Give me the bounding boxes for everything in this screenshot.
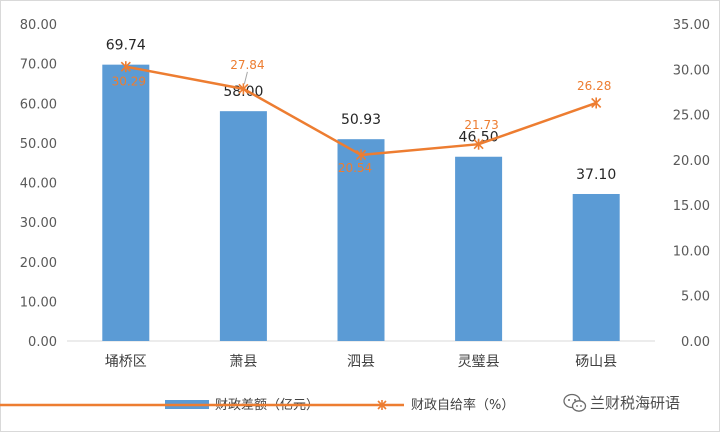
rate-data-label: 30.29 (112, 75, 146, 89)
line-data-labels: 30.29 27.84 20.54 21.73 26.28 (112, 58, 612, 175)
rate-data-label: 27.84 (230, 58, 264, 72)
y-left-tick-label: 40.00 (20, 177, 57, 192)
bar (337, 139, 385, 341)
y-right-tick-label: 20.00 (673, 154, 710, 169)
rate-point (238, 83, 249, 95)
wechat-icon (563, 393, 587, 412)
y-right-tick-label: 30.00 (673, 63, 710, 78)
y-left-tick-label: 50.00 (20, 137, 57, 152)
rate-point (120, 61, 131, 73)
rate-data-label: 21.73 (464, 118, 498, 132)
y-right-tick-label: 5.00 (681, 290, 710, 305)
bar-data-label: 37.10 (576, 167, 616, 183)
leader-line (243, 71, 248, 84)
rate-point (355, 149, 367, 161)
y-left-tick-label: 70.00 (20, 58, 57, 73)
y-left-tick-label: 20.00 (20, 256, 57, 271)
y-right-tick-label: 25.00 (673, 109, 710, 124)
legend-line-label: 财政自给率（%） (411, 397, 514, 413)
rate-point (591, 97, 602, 109)
bar-data-label: 50.93 (341, 112, 381, 128)
bar (455, 156, 503, 341)
x-category-label: 萧县 (229, 354, 257, 370)
bar-data-label: 69.74 (106, 38, 146, 54)
y-left-tick-label: 0.00 (28, 335, 57, 350)
axes-layer: 0.00 10.00 20.00 30.00 40.00 50.00 60.00 70.00 8… (20, 18, 710, 370)
bar (219, 111, 267, 341)
watermark: 兰财税海研语 (563, 393, 680, 412)
x-category-label: 砀山县 (575, 354, 617, 370)
bar (572, 193, 620, 341)
rate-data-label: 26.28 (577, 79, 611, 93)
y-left-tick-label: 30.00 (20, 216, 57, 231)
bar-series (102, 64, 620, 342)
y-right-tick-label: 10.00 (673, 244, 710, 259)
rate-data-label: 20.54 (338, 161, 372, 175)
legend: 财政差额（亿元） 财政自给率（%） (0, 397, 514, 413)
y-left-tick-label: 10.00 (20, 295, 57, 310)
y-left-tick-label: 60.00 (20, 97, 57, 112)
y-right-tick-label: 0.00 (681, 335, 710, 350)
line-series (120, 61, 602, 161)
bar (102, 64, 150, 342)
legend-line-marker (377, 400, 387, 410)
watermark-text: 兰财税海研语 (590, 394, 680, 412)
y-right-tick-label: 15.00 (673, 199, 710, 214)
x-category-label: 灵璧县 (458, 353, 500, 370)
x-category-label: 埇桥区 (105, 354, 147, 370)
y-left-tick-label: 80.00 (20, 18, 57, 33)
rate-point (473, 138, 484, 150)
x-category-label: 泗县 (347, 354, 375, 370)
y-right-tick-label: 35.00 (673, 18, 710, 33)
